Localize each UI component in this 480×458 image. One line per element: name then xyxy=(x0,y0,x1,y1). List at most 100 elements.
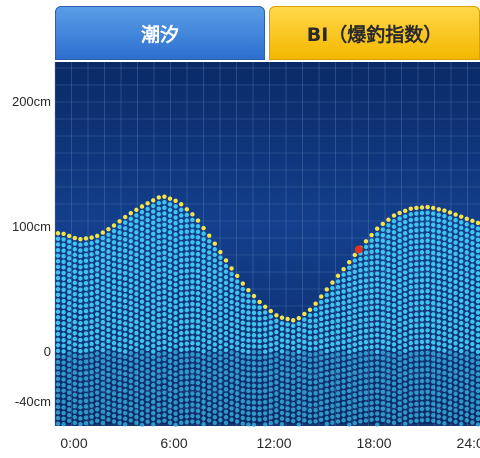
tide-dot xyxy=(229,327,234,333)
tide-dot xyxy=(128,278,133,283)
tide-dot xyxy=(397,289,402,294)
tide-dot xyxy=(179,353,184,358)
tide-dot xyxy=(291,418,296,424)
tide-dot xyxy=(184,302,189,307)
tide-dot xyxy=(380,406,385,411)
tide-dot xyxy=(240,404,245,409)
tide-dot xyxy=(470,229,475,235)
tide-dot xyxy=(352,409,357,415)
tide-dot xyxy=(117,403,122,409)
tide-dot xyxy=(128,412,133,418)
tide-dot xyxy=(397,249,402,255)
tide-dot xyxy=(72,420,78,426)
tide-dot xyxy=(324,343,329,348)
tide-dot xyxy=(386,273,391,278)
tide-dot xyxy=(313,407,318,413)
tide-dot xyxy=(324,410,329,415)
tide-dot xyxy=(363,362,369,367)
tide-dot xyxy=(274,374,279,380)
tide-dot xyxy=(419,345,425,350)
tide-dot xyxy=(195,285,201,290)
tide-surface-dot xyxy=(89,235,94,240)
tab-bar: 潮汐 BI（爆釣指数） xyxy=(55,6,480,62)
tide-dot xyxy=(223,392,229,398)
tide-dot xyxy=(139,405,145,411)
tide-dot xyxy=(347,310,352,315)
tide-dot xyxy=(257,383,262,389)
tide-dot xyxy=(330,381,335,386)
tide-dot xyxy=(246,388,251,394)
tide-dot xyxy=(341,294,346,300)
tide-dot xyxy=(375,310,380,315)
tide-dot xyxy=(134,252,139,257)
tide-dot xyxy=(358,346,363,351)
tide-dot xyxy=(464,289,469,294)
tide-dot xyxy=(89,319,94,324)
tide-dot xyxy=(386,279,391,284)
tide-dot xyxy=(55,331,61,337)
tide-dot xyxy=(369,412,374,417)
tide-dot xyxy=(403,404,408,410)
tide-dot xyxy=(285,383,290,389)
tide-dot xyxy=(257,400,262,405)
tide-dot xyxy=(67,289,72,295)
tide-dot xyxy=(156,374,161,379)
tide-dot xyxy=(397,322,402,328)
tide-dot xyxy=(403,365,408,370)
tide-dot xyxy=(442,376,447,381)
tide-dot xyxy=(386,256,391,262)
tide-dot xyxy=(363,345,369,350)
tide-dot xyxy=(212,308,217,314)
tide-dot xyxy=(201,371,206,376)
tide-dot xyxy=(179,314,184,319)
tide-dot xyxy=(391,398,397,403)
tide-dot xyxy=(408,324,413,329)
tide-dot xyxy=(335,380,341,385)
tide-dot xyxy=(190,374,195,379)
tide-dot xyxy=(386,385,391,390)
tide-dot xyxy=(296,377,301,382)
tide-dot xyxy=(380,311,385,316)
tide-dot xyxy=(475,276,480,282)
tide-dot xyxy=(459,332,464,337)
tide-dot xyxy=(425,283,430,288)
tide-dot xyxy=(117,224,122,230)
tab-tide[interactable]: 潮汐 xyxy=(55,6,265,60)
tide-dot xyxy=(55,410,61,415)
tide-dot xyxy=(375,243,380,248)
tide-dot xyxy=(179,280,184,285)
tide-dot xyxy=(89,302,94,307)
tide-dot xyxy=(419,412,425,417)
tide-dot xyxy=(408,296,413,301)
tide-dot xyxy=(201,421,206,427)
tide-dot xyxy=(442,258,447,264)
tide-dot xyxy=(436,223,441,229)
tide-dot xyxy=(459,376,464,382)
tide-dot xyxy=(145,324,150,329)
tide-dot xyxy=(319,383,324,389)
tide-dot xyxy=(408,346,413,351)
tide-dot xyxy=(134,358,139,364)
tide-dot xyxy=(89,263,94,268)
tide-dot xyxy=(431,329,436,334)
tide-dot xyxy=(240,382,245,387)
tide-dot xyxy=(397,294,402,300)
tide-dot xyxy=(218,384,223,389)
tide-dot xyxy=(151,242,156,248)
tide-dot xyxy=(358,396,363,402)
tide-dot xyxy=(347,299,352,304)
tide-dot xyxy=(251,400,257,405)
tide-dot xyxy=(195,268,201,274)
tide-dot xyxy=(274,397,279,402)
tide-dot xyxy=(235,408,240,413)
tab-bite-index[interactable]: BI（爆釣指数） xyxy=(269,6,480,60)
tide-dot xyxy=(229,378,234,383)
tide-dot xyxy=(201,405,206,410)
tide-dot xyxy=(347,360,352,366)
tide-dot xyxy=(167,207,173,213)
tide-dot xyxy=(341,390,346,395)
tide-dot xyxy=(358,256,363,262)
tide-dot xyxy=(442,404,447,409)
tide-dot xyxy=(403,354,408,359)
tide-surface-dot xyxy=(324,287,329,292)
